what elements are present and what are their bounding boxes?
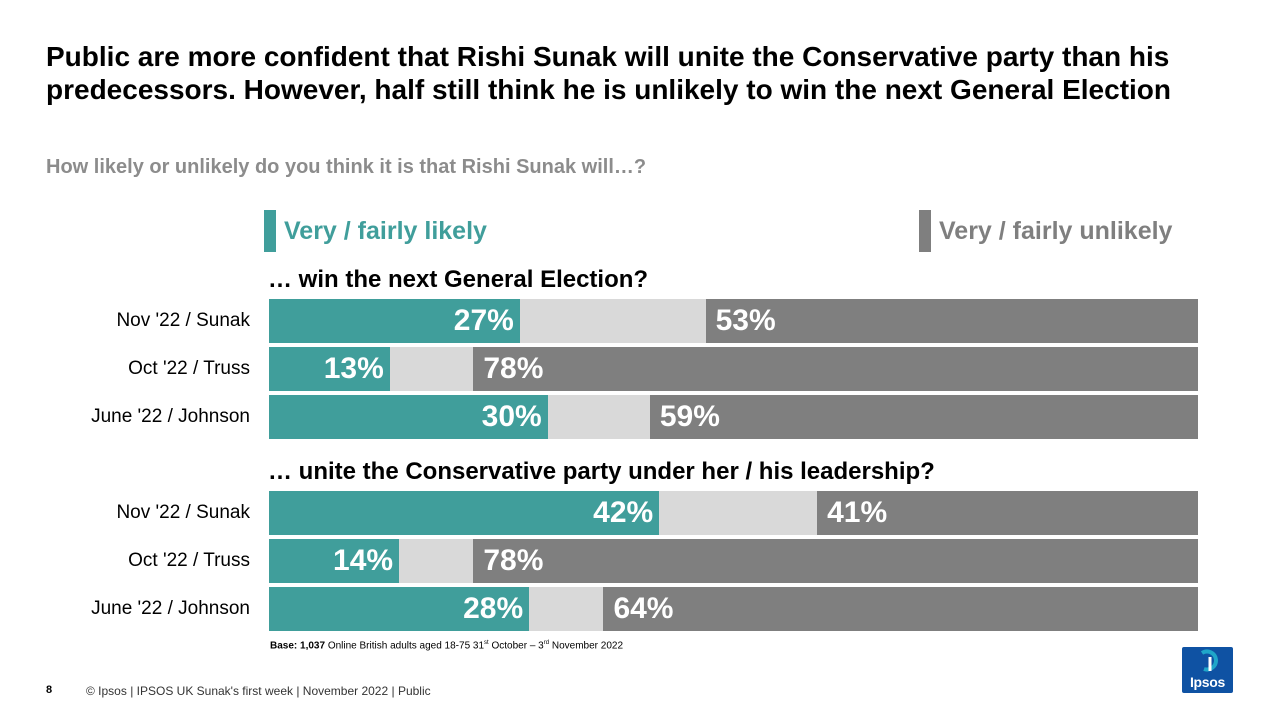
bar-likely (269, 395, 548, 439)
ipsos-logo: Ipsos (1182, 647, 1233, 693)
row-label: Nov '22 / Sunak (116, 502, 250, 523)
value-label-likely: 13% (323, 352, 384, 385)
bar-track: 28% 64% (269, 587, 1198, 631)
legend-unlikely: Very / fairly unlikely (919, 210, 1172, 252)
row-label: June '22 / Johnson (91, 598, 250, 619)
logo-arc-icon (1200, 649, 1218, 672)
value-label-likely: 28% (463, 592, 524, 625)
base-note-bold: Base: 1,037 (270, 640, 326, 652)
value-label-likely: 27% (453, 304, 514, 337)
base-note-sup1: st (484, 640, 489, 646)
bar-likely (269, 347, 390, 391)
base-note-mid: October – 3 (488, 640, 544, 652)
value-label-unlikely: 59% (659, 400, 720, 433)
slide-subtitle: How likely or unlikely do you think it i… (46, 156, 647, 178)
section-title: … unite the Conservative party under her… (268, 458, 935, 485)
bar-track: 27% 53% (269, 299, 1198, 343)
legend-label-likely: Very / fairly likely (284, 216, 487, 245)
base-note: Base: 1,037 Online British adults aged 1… (270, 640, 623, 651)
base-note-text: Online British adults aged 18-75 31 (325, 640, 485, 652)
base-note-sup2: rd (543, 640, 550, 646)
bar-track: 13% 78% (269, 347, 1198, 391)
section-title: … win the next General Election? (268, 266, 649, 293)
legend-likely: Very / fairly likely (264, 210, 487, 252)
value-label-unlikely: 41% (827, 496, 888, 529)
page-number: 8 (46, 684, 53, 696)
bar-likely (269, 539, 400, 583)
base-note-end: November 2022 (549, 640, 624, 652)
logo-text: Ipsos (1189, 674, 1226, 690)
footer-text: © Ipsos | IPSOS UK Sunak's first week | … (86, 684, 431, 698)
bar-likely (269, 299, 520, 343)
value-label-likely: 14% (333, 544, 394, 577)
bar-unlikely (603, 587, 1198, 631)
legend-swatch-unlikely (919, 210, 931, 252)
bar-unlikely (473, 347, 1198, 391)
value-label-unlikely: 53% (715, 304, 776, 337)
bar-unlikely (473, 539, 1198, 583)
value-label-unlikely: 64% (613, 592, 674, 625)
bar-unlikely (705, 299, 1198, 343)
bar-track: 42% 41% (269, 491, 1198, 535)
value-label-likely: 42% (593, 496, 654, 529)
value-label-likely: 30% (481, 400, 542, 433)
row-label: Oct '22 / Truss (128, 358, 250, 379)
bar-likely (269, 587, 530, 631)
legend-label-unlikely: Very / fairly unlikely (939, 216, 1173, 245)
bar-unlikely (649, 395, 1198, 439)
value-label-unlikely: 78% (483, 352, 544, 385)
value-label-unlikely: 78% (483, 544, 544, 577)
legend-swatch-likely (264, 210, 276, 252)
row-label: Oct '22 / Truss (128, 550, 250, 571)
slide-title: Public are more confident that Rishi Sun… (46, 41, 1172, 105)
row-label: June '22 / Johnson (91, 406, 250, 427)
bar-likely (269, 491, 660, 535)
row-label: Nov '22 / Sunak (116, 310, 250, 331)
bar-track: 14% 78% (269, 539, 1198, 583)
bar-unlikely (817, 491, 1198, 535)
bar-track: 30% 59% (269, 395, 1198, 439)
